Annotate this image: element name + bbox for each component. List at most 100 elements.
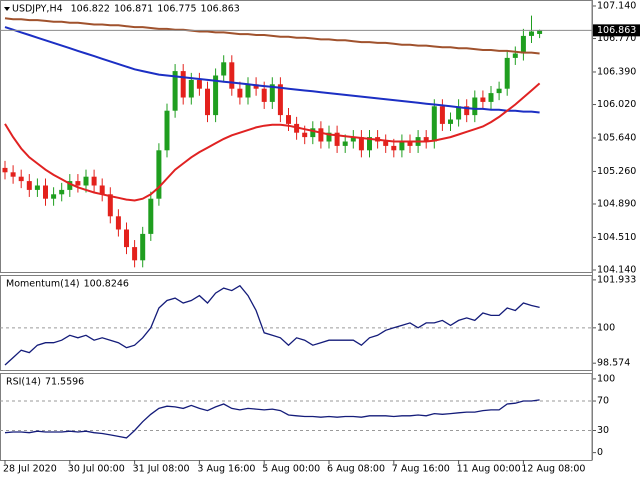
candle-body [124, 229, 129, 248]
candle-body [269, 84, 275, 102]
indicator-title: Momentum(14) [6, 279, 80, 290]
x-tick-label: 5 Aug 00:00 [262, 464, 320, 475]
y-tick-label: 100 [597, 373, 615, 384]
candle-body [310, 128, 316, 138]
candle-body [196, 79, 202, 89]
candle-body [456, 106, 462, 120]
x-tick-label: 12 Aug 08:00 [521, 464, 585, 475]
candle-body [472, 97, 478, 116]
indicator-value: 71.5596 [45, 377, 84, 388]
candle-body [43, 185, 48, 199]
y-tick-label: 98.574 [597, 358, 630, 369]
ohlc-low: 106.775 [157, 4, 196, 15]
candle-body [488, 93, 494, 102]
candle-body [213, 75, 219, 116]
candle-body [431, 106, 437, 142]
candle-body [504, 57, 510, 89]
candle-body [334, 132, 340, 146]
current-price: 106.863 [597, 25, 636, 36]
x-tick-label: 3 Aug 16:00 [197, 464, 255, 475]
candle-body [342, 141, 348, 146]
candle-body [34, 185, 40, 190]
ohlc-high: 106.871 [114, 4, 153, 15]
candle-body [480, 97, 486, 102]
candle-body [59, 189, 65, 195]
chart-title: USDJPY,H4 [12, 4, 63, 15]
candle-body [512, 53, 518, 58]
candle-body [318, 128, 324, 142]
candle-body [383, 141, 389, 146]
indicator-line [4, 82, 541, 202]
indicator-line [4, 17, 540, 55]
indicator-title: RSI(14) [6, 377, 41, 388]
candle-body [302, 132, 308, 138]
candle-body [132, 247, 138, 261]
x-tick-label: 30 Jul 00:00 [68, 464, 125, 475]
x-tick-label: 7 Aug 16:00 [392, 464, 450, 475]
x-tick-label: 6 Aug 08:00 [327, 464, 385, 475]
indicator-line [4, 26, 540, 114]
x-tick-label: 31 Jul 08:00 [133, 464, 190, 475]
symbol-marker [4, 7, 10, 11]
candle-body [229, 62, 235, 89]
candle-body [399, 141, 405, 151]
candle-body [439, 106, 445, 124]
ohlc-open: 106.822 [71, 4, 110, 15]
y-tick-label: 105.260 [597, 166, 636, 177]
candle-body [140, 233, 146, 261]
candle-body [75, 181, 81, 186]
y-tick-label: 0 [597, 447, 603, 458]
y-tick-label: 70 [597, 396, 609, 407]
y-tick-label: 106.770 [597, 33, 636, 44]
y-tick-label: 30 [597, 425, 609, 436]
y-tick-label: 106.390 [597, 66, 636, 77]
price-box [592, 24, 640, 37]
candle-body [91, 176, 97, 186]
y-tick-label: 106.020 [597, 99, 636, 110]
candle-body [367, 137, 372, 151]
candle-body [18, 176, 24, 182]
y-tick-label: 107.140 [597, 0, 636, 11]
candle-body [496, 88, 502, 94]
candle-body [423, 137, 429, 142]
candle-body [237, 88, 243, 98]
y-tick-label: 104.890 [597, 198, 636, 209]
indicator-line [4, 284, 540, 366]
candle-body [188, 79, 194, 98]
candle-body [286, 115, 291, 124]
candle-body [107, 194, 113, 217]
candle-body [358, 137, 364, 151]
candle-body [253, 84, 259, 89]
candle-body [205, 88, 210, 116]
x-tick-label: 28 Jul 2020 [3, 464, 57, 475]
candle-body [277, 84, 283, 116]
candle-body [67, 181, 73, 190]
candle-body [164, 110, 170, 151]
candle-body [10, 172, 16, 177]
candle-body [180, 71, 186, 98]
y-tick-label: 104.140 [597, 264, 636, 275]
candle-body [407, 141, 413, 146]
candle-body [261, 88, 267, 102]
indicator-value: 100.8246 [84, 279, 129, 290]
candle-body [26, 181, 32, 190]
candle-body [221, 62, 227, 76]
candle-body [148, 198, 154, 234]
candle-body [156, 150, 162, 199]
candle-body [51, 194, 57, 199]
candle-body [326, 132, 332, 142]
candle-body [520, 35, 526, 54]
candle-body [83, 176, 89, 186]
y-tick-label: 101.933 [597, 274, 636, 285]
candle-body [529, 31, 534, 36]
y-tick-label: 104.510 [597, 232, 636, 243]
candle-body [99, 185, 105, 195]
candle-body [391, 145, 397, 151]
x-tick-label: 11 Aug 00:00 [457, 464, 521, 475]
y-tick-label: 100 [597, 322, 615, 333]
candle-body [245, 84, 251, 98]
candle-body [537, 30, 543, 34]
y-tick-label: 105.640 [597, 132, 636, 143]
candle-body [448, 119, 453, 124]
